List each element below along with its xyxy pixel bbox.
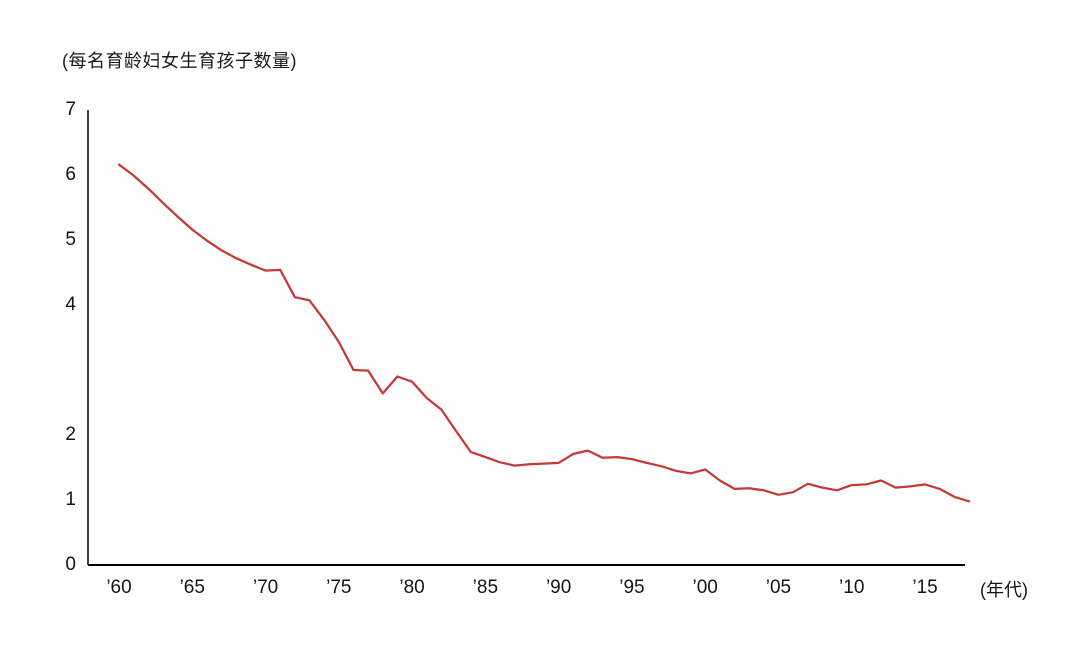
y-tick-label: 4 (65, 294, 76, 315)
y-tick-label: 2 (65, 424, 76, 445)
x-tick-label: ’95 (619, 577, 645, 598)
x-tick-label: ’60 (106, 577, 132, 598)
x-tick-label: ’00 (692, 577, 718, 598)
x-tick-label: ’80 (399, 577, 425, 598)
x-tick-label: ’15 (912, 577, 938, 598)
x-tick-label: ’90 (545, 577, 572, 598)
x-tick-label: ’75 (326, 577, 352, 598)
chart-title: (每名育龄妇女生育孩子数量) (62, 51, 297, 71)
x-tick-label: ’70 (252, 577, 279, 598)
x-tick-label: ’10 (839, 577, 865, 598)
y-tick-label: 7 (65, 99, 76, 120)
y-tick-label: 5 (65, 229, 76, 250)
x-tick-label: ’05 (765, 577, 792, 598)
y-tick-label: 1 (65, 489, 76, 510)
x-tick-label: ’85 (472, 577, 499, 598)
x-axis-unit-label: (年代) (980, 580, 1028, 600)
fertility-rate-line (117, 163, 971, 503)
y-tick-label: 0 (65, 554, 76, 575)
y-tick-label: 6 (65, 164, 76, 185)
x-tick-label: ’65 (179, 577, 205, 598)
